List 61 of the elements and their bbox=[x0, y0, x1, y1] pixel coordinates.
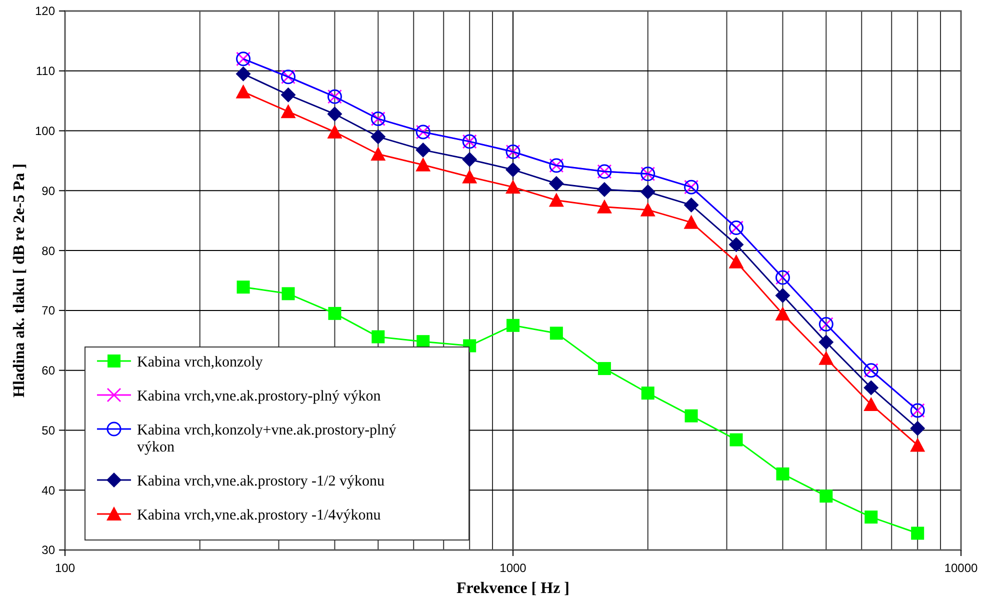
point bbox=[641, 386, 654, 400]
x-tick-label: 100 bbox=[54, 561, 76, 575]
point bbox=[864, 510, 878, 524]
point bbox=[327, 106, 342, 122]
point bbox=[640, 202, 656, 216]
point bbox=[280, 104, 296, 118]
y-axis-title: Hladina ak. tlaku [ dB re 2e-5 Pa ] bbox=[11, 164, 28, 398]
point bbox=[506, 180, 520, 194]
point bbox=[684, 409, 698, 422]
point bbox=[370, 129, 386, 144]
point bbox=[728, 254, 744, 268]
point bbox=[640, 184, 656, 200]
legend-label: Kabina vrch,vne.ak.prostory -1/2 výkonu bbox=[137, 473, 385, 490]
y-tick-label: 110 bbox=[36, 64, 56, 78]
point bbox=[775, 306, 790, 321]
x-tick-label: 1000 bbox=[500, 561, 527, 575]
y-tick-label: 120 bbox=[34, 4, 56, 18]
point bbox=[236, 66, 251, 82]
point bbox=[684, 198, 699, 213]
point bbox=[282, 287, 295, 300]
point bbox=[864, 380, 879, 396]
point bbox=[327, 124, 342, 138]
point bbox=[775, 288, 790, 303]
point bbox=[328, 306, 342, 320]
y-tick-label: 50 bbox=[42, 423, 56, 438]
legend-label: Kabina vrch,vne.ak.prostory -1/4výkonu bbox=[137, 507, 382, 524]
legend-label: Kabina vrch,konzoly bbox=[137, 354, 264, 370]
y-tick-label: 60 bbox=[42, 364, 56, 378]
x-tick-label: 10000 bbox=[944, 561, 978, 575]
point bbox=[864, 396, 879, 411]
y-tick-label: 30 bbox=[42, 543, 56, 558]
point bbox=[416, 157, 431, 172]
point bbox=[548, 192, 564, 207]
point bbox=[776, 467, 790, 480]
point bbox=[236, 84, 251, 98]
y-tick-label: 90 bbox=[42, 184, 56, 198]
y-tick-label: 40 bbox=[42, 483, 56, 498]
point bbox=[416, 142, 431, 158]
x-axis-title: Frekvence [ Hz ] bbox=[456, 580, 570, 597]
point bbox=[818, 350, 834, 365]
point bbox=[550, 326, 563, 340]
point bbox=[910, 420, 926, 436]
point bbox=[820, 490, 833, 503]
point bbox=[236, 280, 250, 294]
point bbox=[728, 237, 744, 252]
point bbox=[372, 330, 385, 344]
point bbox=[506, 318, 520, 332]
point bbox=[370, 146, 386, 161]
point bbox=[818, 334, 834, 350]
point bbox=[280, 87, 296, 102]
point bbox=[910, 438, 926, 452]
point bbox=[548, 176, 564, 191]
legend-label: Kabina vrch,vne.ak.prostory-plný výkon bbox=[137, 388, 382, 404]
legend-label: Kabina vrch,konzoly+vne.ak.prostory-plný výkon bbox=[137, 422, 400, 456]
point bbox=[684, 214, 699, 229]
y-tick-label: 100 bbox=[34, 124, 56, 138]
point bbox=[911, 526, 924, 540]
point bbox=[730, 433, 743, 446]
y-tick-label: 80 bbox=[42, 244, 56, 258]
y-tick-label: 70 bbox=[42, 304, 56, 318]
point bbox=[506, 162, 520, 178]
